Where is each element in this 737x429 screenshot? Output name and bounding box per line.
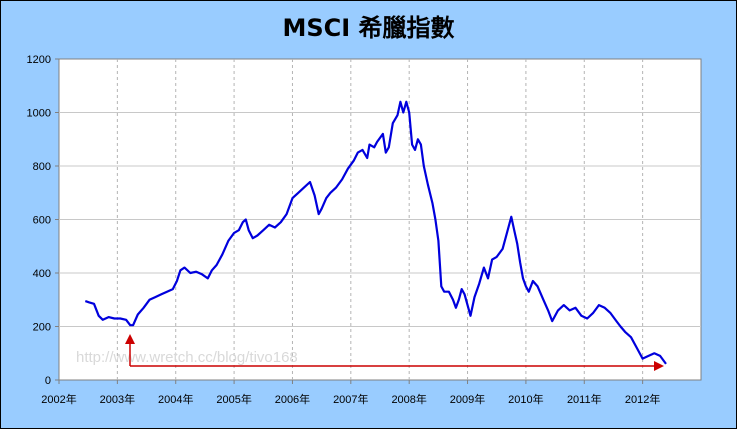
y-tick-label: 1000 (27, 108, 51, 120)
series-line (84, 100, 667, 365)
y-tick-label: 800 (33, 161, 51, 173)
x-tick-label: 2008年 (391, 392, 426, 406)
y-tick-label: 400 (33, 268, 51, 280)
watermark: http://www.wretch.cc/blog/tivo168 (76, 349, 298, 366)
x-tick-label: 2011年 (567, 392, 602, 406)
grid-lines (59, 59, 701, 380)
x-tick-label: 2002年 (41, 392, 76, 406)
chart-title: MSCI 希臘指數 (282, 14, 455, 42)
x-tick-label: 2010年 (508, 392, 543, 406)
annotation-arrows (125, 334, 664, 371)
y-axis-ticks: 0 200 400 600 800 1000 1200 (27, 54, 59, 387)
y-tick-label: 600 (33, 215, 51, 227)
x-tick-label: 2009年 (450, 392, 485, 406)
x-tick-label: 2012年 (625, 392, 660, 406)
x-tick-label: 2006年 (275, 392, 310, 406)
x-axis-ticks: 2002年 2003年 2004年 2005年 2006年 2007年 2008年 2009年… (41, 380, 660, 406)
x-tick-label: 2007年 (333, 392, 368, 406)
x-tick-label: 2005年 (216, 392, 251, 406)
x-tick-label: 2004年 (158, 392, 193, 406)
y-tick-label: 1200 (27, 54, 51, 66)
y-tick-label: 0 (45, 375, 51, 387)
x-tick-label: 2003年 (100, 392, 135, 406)
y-tick-label: 200 (33, 322, 51, 334)
